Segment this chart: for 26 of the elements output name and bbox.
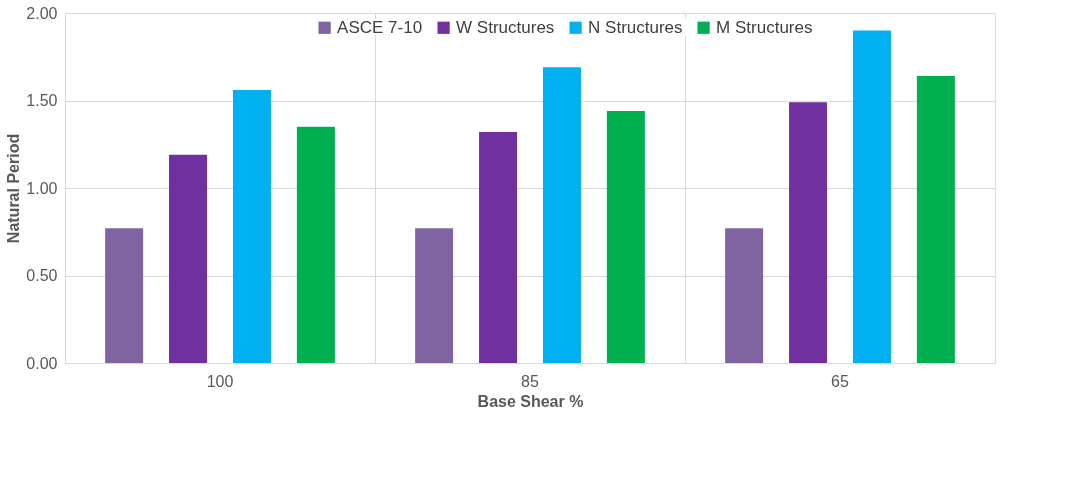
bar <box>542 67 581 363</box>
y-tick-label: 0.50 <box>26 267 58 284</box>
x-tick-label: 85 <box>521 372 539 390</box>
bar <box>296 126 335 363</box>
bar <box>606 111 645 363</box>
bar <box>232 90 271 363</box>
bar <box>916 76 955 363</box>
y-tick-label: 2.00 <box>26 4 58 22</box>
y-tick-label: 1.00 <box>26 179 58 197</box>
x-tick-label: 65 <box>831 372 849 390</box>
legend-label: ASCE 7-10 <box>337 17 423 37</box>
x-axis-title: Base Shear % <box>477 392 584 410</box>
bar <box>789 102 828 363</box>
bar <box>105 228 144 363</box>
x-tick-label: 100 <box>206 372 234 390</box>
legend-label: M Structures <box>716 17 813 37</box>
y-axis-title: Natural Period <box>5 133 23 244</box>
bar <box>169 154 208 363</box>
bar <box>725 228 764 363</box>
legend-label: N Structures <box>588 17 683 37</box>
bar <box>479 132 518 363</box>
y-tick-label: 1.50 <box>26 92 58 109</box>
y-tick-label: 0.00 <box>26 354 58 372</box>
bar <box>415 228 454 363</box>
bar <box>852 30 891 363</box>
legend-label: W Structures <box>456 17 555 37</box>
